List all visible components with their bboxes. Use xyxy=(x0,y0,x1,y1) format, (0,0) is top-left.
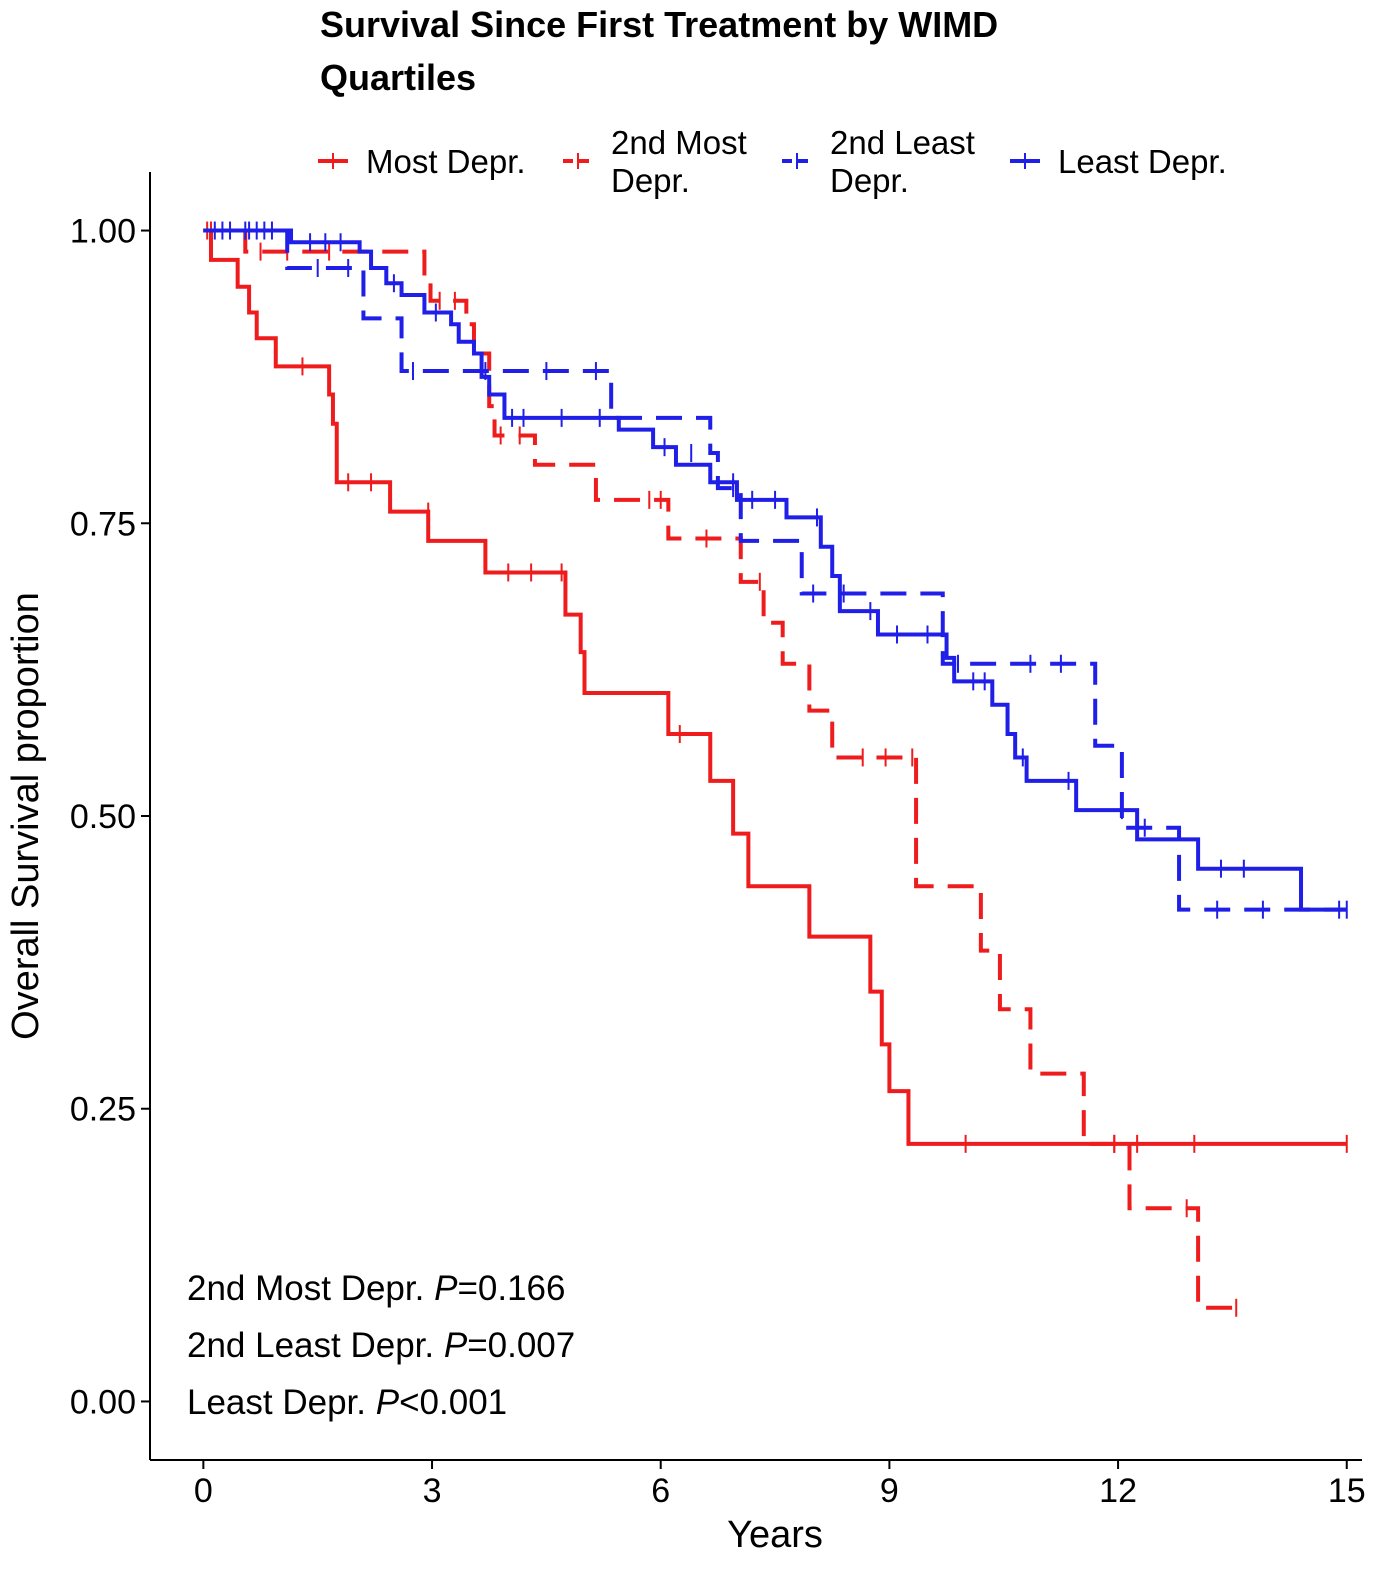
series-least-depr xyxy=(203,221,1347,919)
annotation-p-symbol: P xyxy=(444,1326,468,1365)
y-axis-title: Overall Survival proportion xyxy=(5,592,47,1040)
p-value-annotation: 2nd Most Depr. P=0.166 xyxy=(187,1269,565,1308)
annotation-group: 2nd Most Depr. xyxy=(187,1269,434,1308)
series-2nd-least-depr xyxy=(203,221,1348,919)
survival-curve-2nd-most-depr xyxy=(203,228,1241,1310)
chart-title-line-2: Quartiles xyxy=(320,57,476,98)
x-tick-label: 0 xyxy=(194,1472,213,1510)
survival-curve-2nd-least-depr xyxy=(203,228,1347,912)
y-tick-label: 1.00 xyxy=(70,213,136,251)
y-tick-label: 0.75 xyxy=(70,505,136,543)
x-tick-label: 3 xyxy=(423,1472,442,1510)
survival-curve-most-depr xyxy=(203,228,1347,1146)
legend-label: Most Depr. xyxy=(366,143,526,180)
series-most-depr xyxy=(203,221,1348,1153)
x-tick-label: 6 xyxy=(651,1472,670,1510)
series-2nd-most-depr xyxy=(203,221,1241,1317)
legend-label: Depr. xyxy=(611,162,690,199)
p-value-annotation: Least Depr. P<0.001 xyxy=(187,1383,507,1422)
y-tick-label: 0.00 xyxy=(70,1383,136,1421)
survival-curve-least-depr xyxy=(203,228,1347,912)
legend-label: 2nd Least xyxy=(830,124,975,161)
legend-label: Least Depr. xyxy=(1058,143,1227,180)
annotation-p-value: <0.001 xyxy=(399,1383,507,1422)
chart-title: Survival Since First Treatment by WIMD Q… xyxy=(320,4,998,98)
annotation-group: Least Depr. xyxy=(187,1383,376,1422)
y-tick-label: 0.50 xyxy=(70,798,136,836)
axes xyxy=(149,172,1362,1461)
annotation-group: 2nd Least Depr. xyxy=(187,1326,444,1365)
y-tick-label: 0.25 xyxy=(70,1091,136,1129)
annotation-p-symbol: P xyxy=(376,1383,400,1422)
p-value-annotation: 2nd Least Depr. P=0.007 xyxy=(187,1326,575,1365)
x-tick-label: 12 xyxy=(1099,1472,1137,1510)
x-tick-label: 9 xyxy=(880,1472,899,1510)
annotation-p-value: =0.007 xyxy=(467,1326,575,1365)
x-ticks: 0 3 6 9 12 15 xyxy=(194,1460,1366,1510)
y-ticks: 0.00 0.25 0.50 0.75 1.00 xyxy=(70,213,150,1421)
annotation-p-symbol: P xyxy=(434,1269,458,1308)
x-tick-label: 15 xyxy=(1328,1472,1366,1510)
chart-title-line-1: Survival Since First Treatment by WIMD xyxy=(320,4,998,45)
legend-item-most-depr: Most Depr. xyxy=(318,143,526,180)
legend-item-least-depr: Least Depr. xyxy=(1010,143,1227,180)
legend-label: 2nd Most xyxy=(611,124,747,161)
annotation-p-value: =0.166 xyxy=(457,1269,565,1308)
x-axis-title: Years xyxy=(727,1514,823,1556)
legend-label: Depr. xyxy=(830,162,909,199)
survival-curves xyxy=(203,221,1348,1317)
